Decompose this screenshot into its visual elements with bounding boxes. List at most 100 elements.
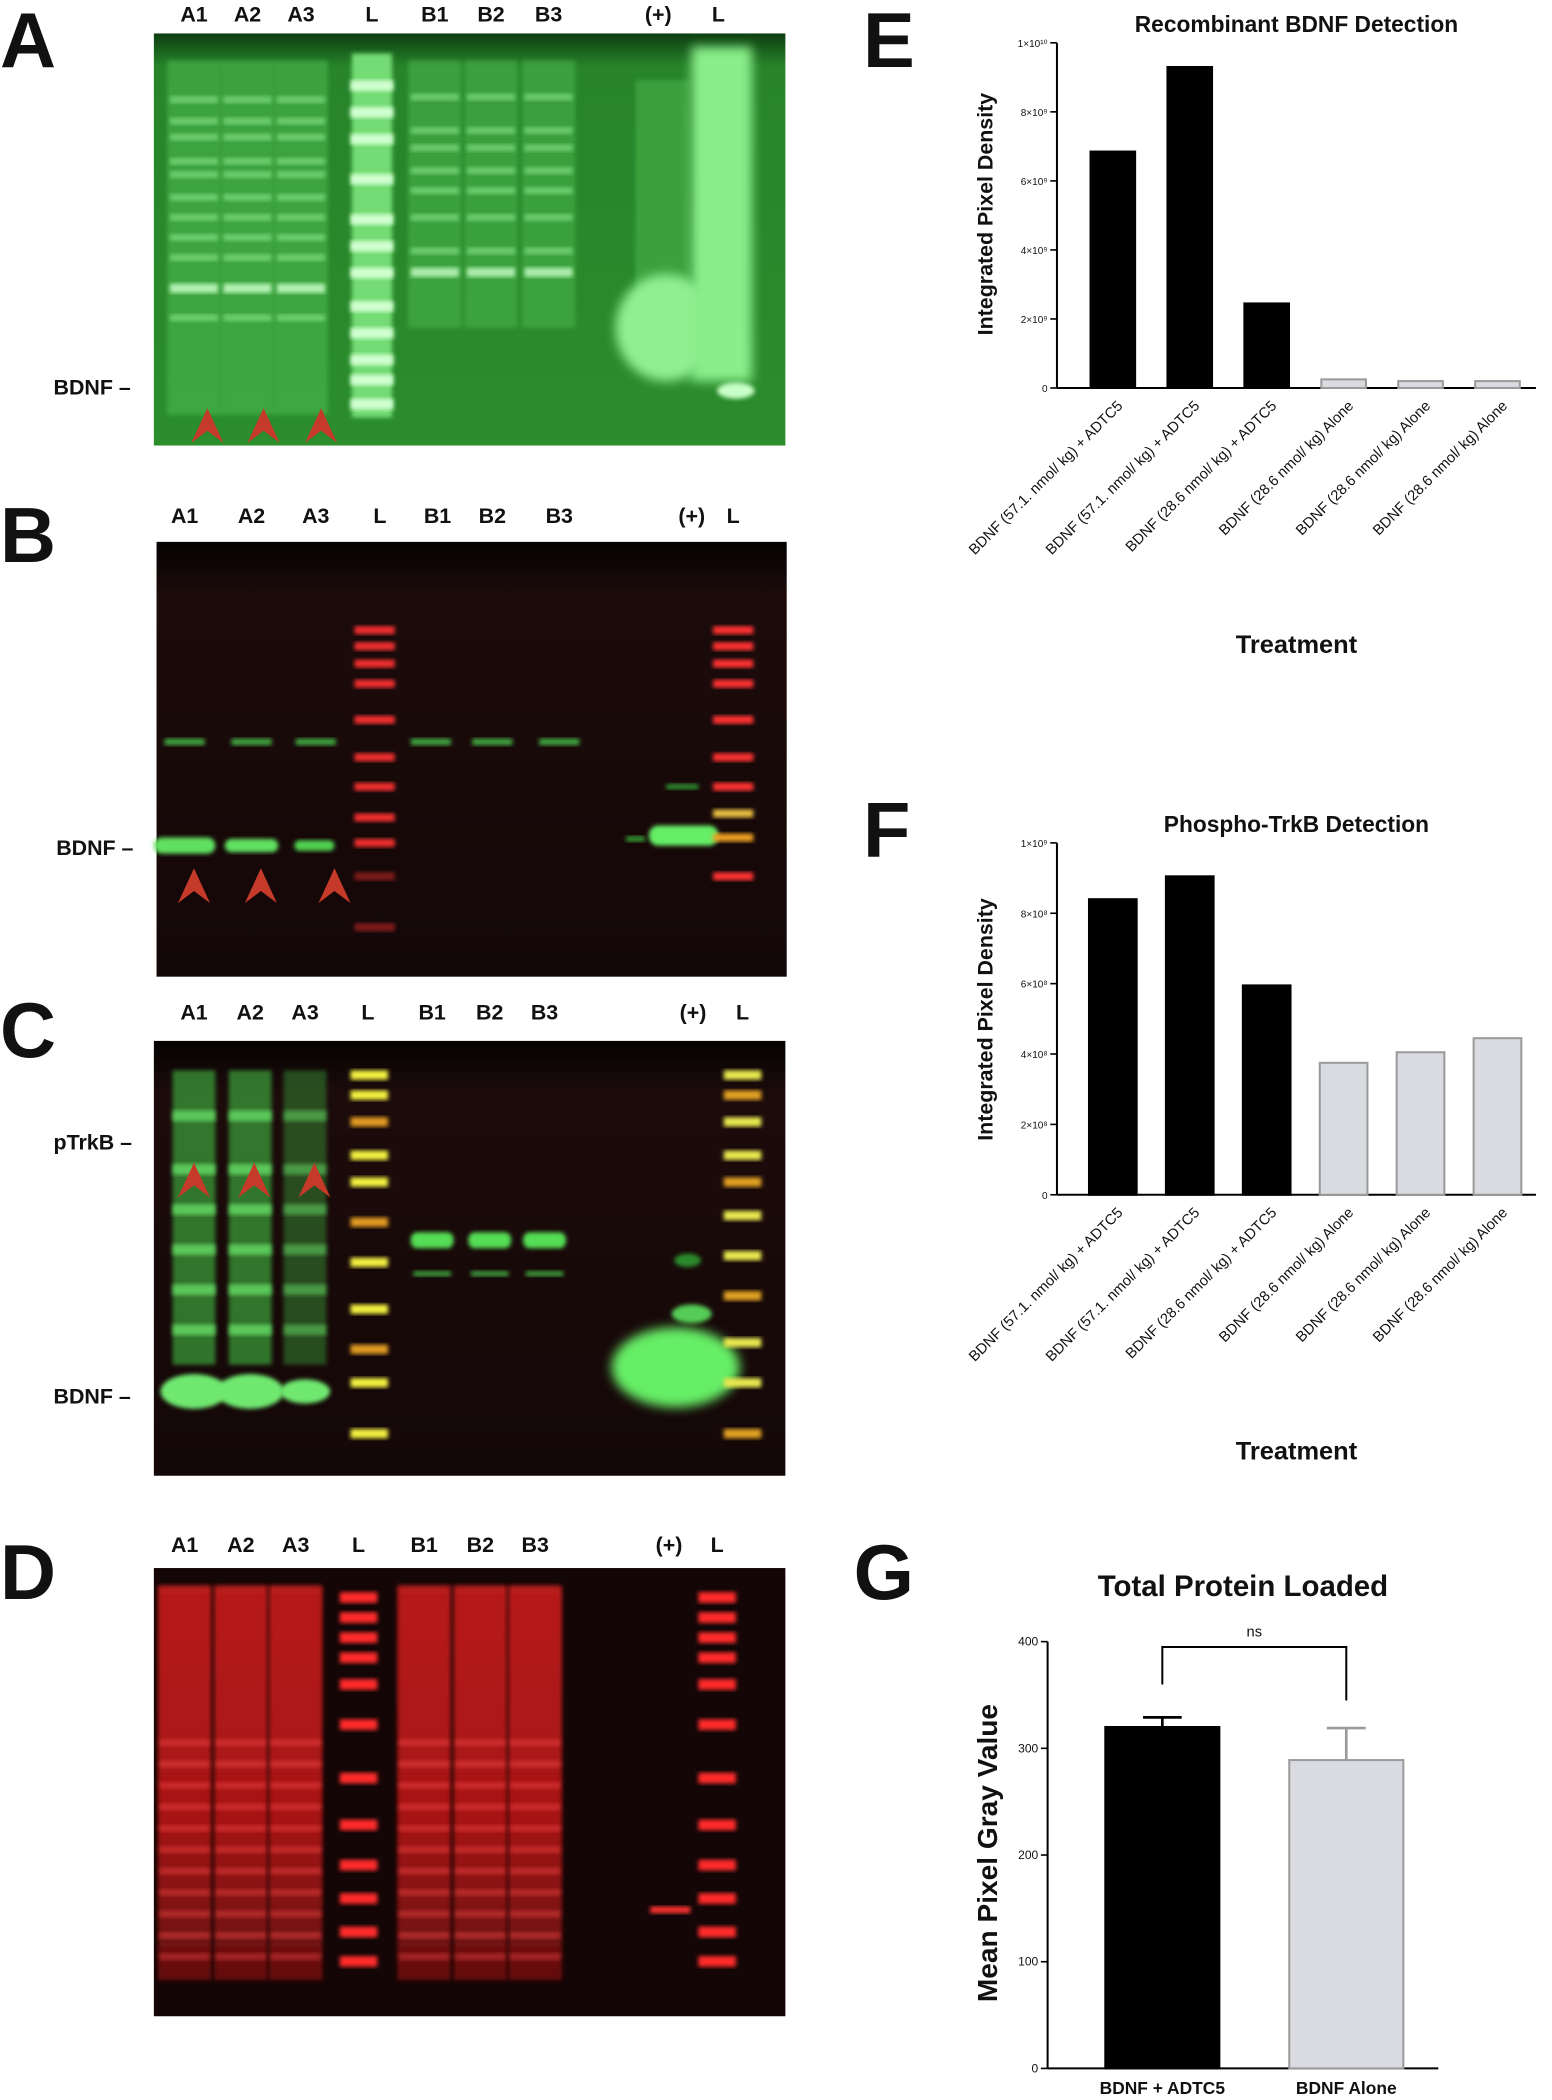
band xyxy=(410,187,459,194)
band xyxy=(466,214,516,221)
ladder-band xyxy=(698,1859,736,1871)
band-blob xyxy=(717,382,755,399)
ladder-band xyxy=(339,1612,378,1623)
band-marker: BDNF – xyxy=(54,1384,131,1408)
y-tick-label: 4×10⁸ xyxy=(1021,1050,1048,1061)
band-blob xyxy=(611,1327,740,1408)
band xyxy=(276,283,326,294)
band xyxy=(410,144,459,152)
bar xyxy=(1089,150,1137,390)
band xyxy=(270,1910,322,1918)
ladder-band xyxy=(350,1304,389,1314)
y-tick-label: 8×10⁹ xyxy=(1021,108,1048,119)
band xyxy=(223,283,272,294)
lane-label: A2 xyxy=(227,1533,254,1557)
lane-label: L xyxy=(712,2,725,26)
bar xyxy=(1166,65,1214,390)
ladder-band xyxy=(339,1926,378,1938)
ladder-band xyxy=(354,872,395,881)
ladder-band xyxy=(723,1337,762,1348)
band xyxy=(159,1931,211,1939)
band xyxy=(454,1846,506,1854)
lane-label: (+) xyxy=(645,2,672,26)
band xyxy=(470,1271,509,1277)
bar xyxy=(1164,875,1215,1196)
lane-label: A2 xyxy=(234,2,261,26)
band xyxy=(524,187,573,194)
band xyxy=(159,1824,211,1832)
band xyxy=(509,1889,561,1896)
ladder-band xyxy=(723,1428,762,1439)
band xyxy=(215,1889,267,1896)
band xyxy=(398,1889,450,1896)
lane-label: A1 xyxy=(171,1533,198,1557)
ladder-band xyxy=(350,1070,389,1080)
ladder-band xyxy=(350,1378,389,1388)
band xyxy=(294,840,335,851)
ladder-band xyxy=(723,1177,762,1187)
lane-label: L xyxy=(365,2,378,26)
lane-label: B2 xyxy=(467,1533,494,1557)
y-axis-label: Mean Pixel Gray Value xyxy=(972,1704,1003,2002)
panel-letter: F xyxy=(863,787,910,873)
lane-label: A2 xyxy=(237,1000,264,1024)
band xyxy=(466,93,516,101)
band xyxy=(159,1782,211,1789)
ladder-band xyxy=(350,1117,389,1127)
y-tick-label: 0 xyxy=(1042,1191,1048,1202)
band xyxy=(169,314,219,322)
arrowhead xyxy=(244,868,277,904)
band xyxy=(276,314,326,322)
band xyxy=(215,1867,267,1875)
band xyxy=(223,157,272,165)
x-tick-label: BDNF + ADTC5 xyxy=(1100,2078,1226,2098)
band xyxy=(270,1760,322,1768)
band xyxy=(223,314,272,322)
bar xyxy=(1318,1061,1369,1196)
band xyxy=(215,1824,267,1832)
band xyxy=(270,1953,322,1961)
band xyxy=(169,283,219,294)
band xyxy=(466,167,516,174)
band xyxy=(276,96,326,104)
band xyxy=(283,1244,327,1255)
band xyxy=(472,738,513,746)
ladder-band xyxy=(354,753,395,762)
lane-label: A3 xyxy=(282,1533,309,1557)
ladder-band xyxy=(713,659,754,668)
ladder-band xyxy=(350,1257,389,1268)
ladder-band xyxy=(723,1070,762,1080)
band xyxy=(398,1910,450,1918)
lane-label: B3 xyxy=(521,1533,548,1557)
band xyxy=(276,234,326,241)
arrowhead xyxy=(177,868,211,904)
band-marker: BDNF – xyxy=(54,376,131,400)
chart-title: Recombinant BDNF Detection xyxy=(1135,11,1458,37)
band xyxy=(270,1889,322,1896)
significance-bracket xyxy=(1161,1645,1348,1701)
band xyxy=(398,1739,450,1746)
band xyxy=(283,1163,327,1175)
bar xyxy=(1472,1037,1523,1196)
arrowhead xyxy=(191,408,224,443)
ladder-band xyxy=(723,1250,762,1261)
ladder-band xyxy=(350,327,394,339)
band xyxy=(524,167,573,174)
band xyxy=(509,1760,561,1768)
band xyxy=(223,234,272,241)
band xyxy=(215,1803,267,1811)
band xyxy=(413,1271,451,1277)
band xyxy=(410,267,459,277)
x-tick-label: BDNF (28.6 nmol/ kg) Alone xyxy=(1370,398,1511,539)
lane-label: L xyxy=(352,1533,365,1557)
band xyxy=(398,1803,450,1811)
ladder-band xyxy=(339,1719,378,1730)
band xyxy=(215,1782,267,1789)
band xyxy=(466,267,516,277)
ladder-band xyxy=(713,782,754,791)
ladder-band xyxy=(354,838,395,847)
band xyxy=(626,836,645,842)
ladder-band xyxy=(713,872,754,881)
band-blob xyxy=(674,1253,702,1268)
band xyxy=(650,1906,691,1914)
